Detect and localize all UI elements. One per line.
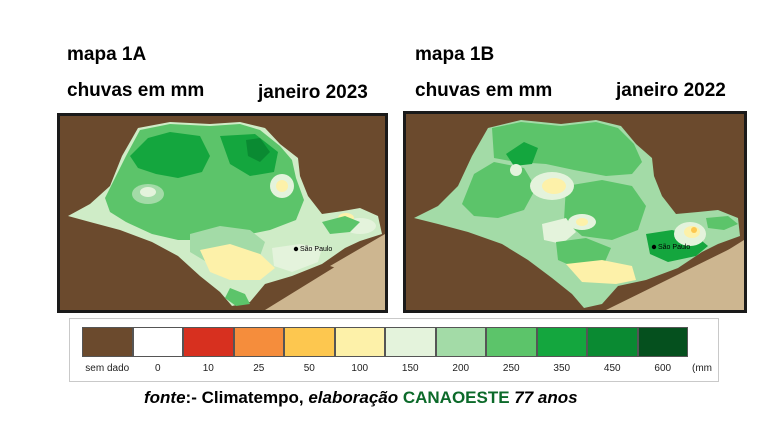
- map-b-title: mapa 1B: [415, 44, 495, 65]
- source-brand: CANAOESTE: [402, 388, 510, 407]
- legend-tick-label: 100: [351, 363, 369, 374]
- legend-swatch: [435, 327, 486, 357]
- map-a-subtitle: chuvas em mm: [67, 80, 205, 101]
- source-prefix: fonte: [144, 388, 186, 407]
- color-legend: sem dado 0 10 25 50 100 150 200 250 350 450 600 (mm: [69, 318, 719, 382]
- source-suffix: 77 anos: [509, 388, 578, 407]
- source-credit: fonte:- Climatempo, elaboração CANAOESTE…: [144, 388, 578, 408]
- legend-swatch: [486, 327, 537, 357]
- rainfall-map-2023-graphic: São Paulo: [60, 116, 385, 310]
- legend-swatch: [82, 327, 133, 357]
- legend-swatch: [334, 327, 385, 357]
- legend-swatch: [233, 327, 284, 357]
- legend-swatch: [587, 327, 638, 357]
- source-elab: elaboração: [308, 388, 403, 407]
- city-label-2022: São Paulo: [658, 244, 690, 251]
- legend-swatch: [385, 327, 436, 357]
- legend-tick-label: 200: [452, 363, 470, 374]
- legend-swatch: [536, 327, 587, 357]
- legend-swatch: [284, 327, 335, 357]
- legend-tick-label: 450: [603, 363, 621, 374]
- map-a-title: mapa 1A: [67, 44, 147, 65]
- rainfall-map-2022-graphic: São Paulo: [406, 114, 744, 310]
- legend-swatch: [132, 327, 183, 357]
- legend-tick-label: 50: [303, 363, 315, 374]
- legend-swatch: [183, 327, 234, 357]
- rainfall-map-2023: São Paulo: [57, 113, 388, 313]
- legend-tick-label: 250: [502, 363, 520, 374]
- map-b-subtitle: chuvas em mm: [415, 80, 553, 101]
- legend-tick-label: sem dado: [85, 363, 130, 374]
- map-a-date: janeiro 2023: [258, 82, 368, 103]
- legend-tick-label: 350: [553, 363, 571, 374]
- legend-tick-label: 10: [202, 363, 214, 374]
- legend-tick-label: 0: [154, 363, 161, 374]
- legend-tick-label: 25: [253, 363, 265, 374]
- legend-tick-label: 600: [654, 363, 672, 374]
- legend-swatch: [637, 327, 688, 357]
- source-middle: :- Climatempo,: [185, 388, 309, 407]
- rainfall-map-2022: São Paulo: [403, 111, 747, 313]
- legend-ticks: sem dado 0 10 25 50 100 150 200 250 350 450 600 (mm: [70, 363, 718, 379]
- legend-tick-label: 150: [401, 363, 419, 374]
- legend-unit: (mm: [692, 363, 712, 374]
- legend-swatches: [82, 327, 688, 357]
- map-b-date: janeiro 2022: [616, 80, 726, 101]
- city-label-2023: São Paulo: [300, 246, 332, 253]
